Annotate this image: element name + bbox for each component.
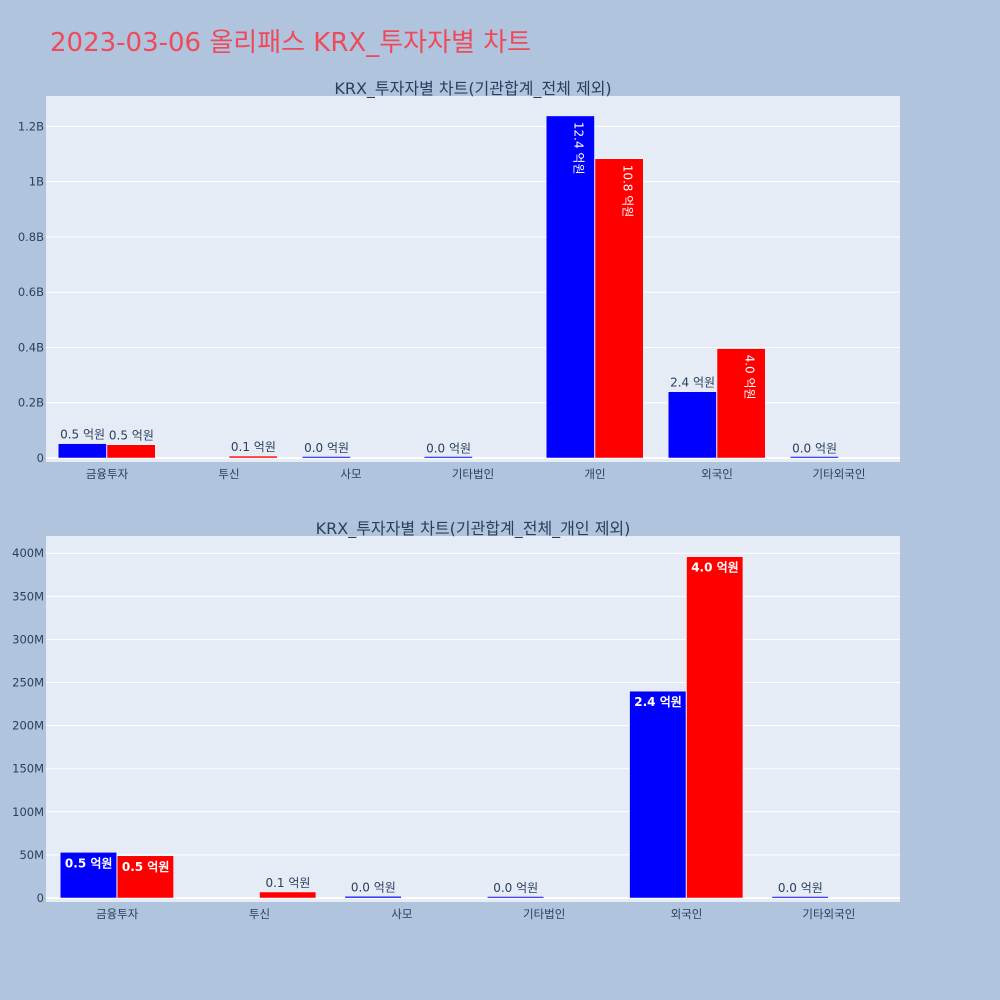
y-tick-label: 100M [12,805,44,819]
y-tick-label: 0.6B [18,285,44,299]
plot-area [46,536,900,902]
y-tick-label: 250M [12,676,44,690]
y-tick-label: 0.2B [18,396,44,410]
data-label: 0.0 억원 [351,880,396,894]
data-label: 0.0 억원 [493,881,538,895]
x-tick-label: 투신 [249,907,270,921]
chart-investor-excl-individual: 0 50M 100M 150M 200M 250M 300M 350M 400M KRX_투자자별… [12,519,900,921]
y-tick-label: 1B [29,175,44,189]
y-tick-label: 0.4B [18,340,44,354]
bar [116,855,174,899]
x-tick-label: 투신 [218,467,239,481]
x-tick-label: 기타법인 [452,467,494,481]
bar [259,891,317,899]
plot-area [46,96,900,462]
bar [486,896,544,899]
data-label: 12.4 억원 [572,122,586,175]
bar [667,391,717,459]
data-label: 0.1 억원 [231,440,276,454]
data-label: 4.0 억원 [742,355,756,400]
bar [344,896,402,899]
page-title: 2023-03-06 올리패스 KRX_투자자별 차트 [50,28,532,58]
bar [716,348,766,459]
bar [545,115,595,459]
x-tick-label: 기타외국인 [813,467,866,481]
x-tick-label: 사모 [391,907,412,921]
y-tick-label: 350M [12,589,44,603]
bar [106,444,156,459]
x-tick-label: 사모 [340,467,361,481]
x-tick-label: 기타법인 [523,907,565,921]
bar [686,556,744,899]
x-tick-label: 외국인 [701,467,733,481]
data-label: 0.0 억원 [304,441,349,455]
bar [771,896,829,899]
bar [789,456,839,459]
y-tick-label: 0.8B [18,230,44,244]
bar [228,455,278,459]
y-tick-label: 150M [12,762,44,776]
x-tick-label: 외국인 [671,907,703,921]
data-label: 4.0 억원 [691,561,739,575]
data-label: 10.8 억원 [620,165,634,218]
bar [423,456,473,459]
chart-investor-all: 0 0.2B 0.4B 0.6B 0.8B 1B 1.2B KRX_투자자별 차트(기관합계_… [18,79,900,481]
bar [57,443,107,459]
data-label: 2.4 억원 [670,376,715,390]
data-label: 0.0 억원 [426,442,471,456]
bar [629,690,687,899]
y-tick-label: 50M [19,848,44,862]
bar [301,456,351,459]
bar [594,158,644,459]
y-tick-label: 0 [37,891,44,905]
data-label: 0.0 억원 [792,442,837,456]
y-tick-label: 1.2B [18,119,44,133]
data-label: 0.5 억원 [109,429,154,443]
chart-title: KRX_투자자별 차트(기관합계_전체 제외) [334,79,611,99]
x-tick-label: 금융투자 [86,467,129,481]
data-label: 2.4 억원 [634,695,682,709]
data-label: 0.5 억원 [122,860,170,874]
data-label: 0.5 억원 [65,856,113,870]
data-label: 0.0 억원 [778,881,823,895]
x-tick-label: 기타외국인 [802,907,855,921]
y-tick-label: 400M [12,546,44,560]
y-tick-label: 0 [37,451,44,465]
data-label: 0.1 억원 [265,876,310,890]
x-tick-label: 개인 [584,467,605,481]
y-tick-label: 300M [12,632,44,646]
bar [59,852,117,899]
x-tick-label: 금융투자 [96,907,139,921]
y-tick-label: 200M [12,719,44,733]
data-label: 0.5 억원 [60,428,105,442]
chart-title: KRX_투자자별 차트(기관합계_전체_개인 제외) [316,519,631,539]
